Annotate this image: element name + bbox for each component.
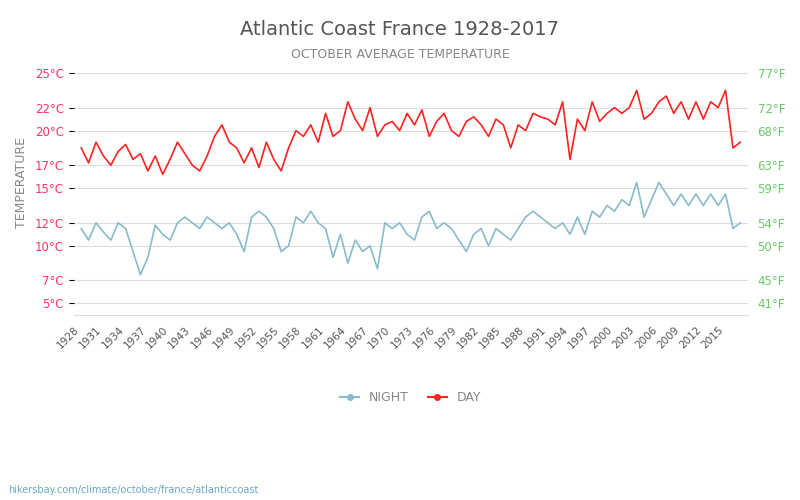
Y-axis label: TEMPERATURE: TEMPERATURE (15, 137, 28, 228)
Legend: NIGHT, DAY: NIGHT, DAY (335, 386, 486, 409)
Text: OCTOBER AVERAGE TEMPERATURE: OCTOBER AVERAGE TEMPERATURE (290, 48, 510, 60)
Text: Atlantic Coast France 1928-2017: Atlantic Coast France 1928-2017 (241, 20, 559, 39)
Text: hikersbay.com/climate/october/france/atlanticcoast: hikersbay.com/climate/october/france/atl… (8, 485, 258, 495)
